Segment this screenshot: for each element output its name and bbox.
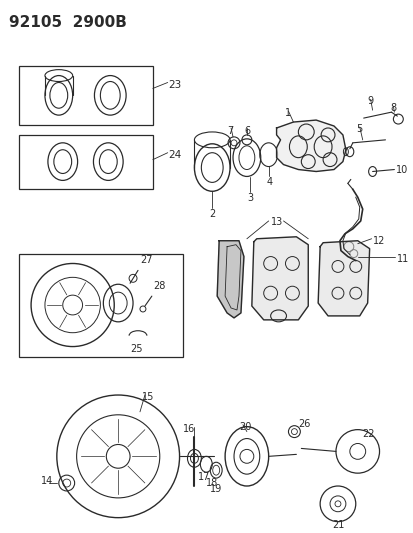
Bar	[19, 66, 152, 125]
Text: 4: 4	[266, 177, 272, 188]
Text: 1: 1	[285, 108, 291, 118]
Text: 16: 16	[183, 424, 195, 434]
Text: 24: 24	[168, 150, 181, 160]
Text: 27: 27	[140, 255, 152, 265]
Text: 2: 2	[209, 209, 215, 219]
Text: 25: 25	[130, 344, 142, 353]
Text: 6: 6	[243, 126, 249, 136]
Text: 5: 5	[355, 124, 361, 134]
Polygon shape	[318, 241, 369, 316]
Text: 26: 26	[298, 419, 310, 429]
Text: 14: 14	[41, 476, 53, 486]
Text: 17: 17	[198, 472, 210, 482]
Text: 21: 21	[331, 520, 343, 530]
Text: 23: 23	[168, 79, 181, 90]
Text: 15: 15	[142, 392, 154, 402]
Polygon shape	[276, 120, 345, 172]
Bar	[19, 254, 182, 358]
Text: 13: 13	[270, 217, 282, 227]
Text: 22: 22	[362, 429, 374, 439]
Text: 18: 18	[206, 478, 218, 488]
Text: 3: 3	[246, 193, 252, 203]
Text: 92105  2900B: 92105 2900B	[9, 15, 127, 30]
Text: 7: 7	[227, 126, 233, 136]
Text: 28: 28	[152, 281, 165, 291]
Polygon shape	[251, 237, 308, 320]
Text: 9: 9	[367, 96, 373, 107]
Text: 10: 10	[395, 165, 408, 175]
Bar	[19, 135, 152, 189]
Text: 19: 19	[209, 484, 222, 494]
Text: 8: 8	[389, 103, 396, 113]
Text: 12: 12	[372, 236, 384, 246]
Polygon shape	[217, 241, 243, 318]
Text: 11: 11	[396, 254, 408, 264]
Text: 20: 20	[238, 422, 251, 432]
